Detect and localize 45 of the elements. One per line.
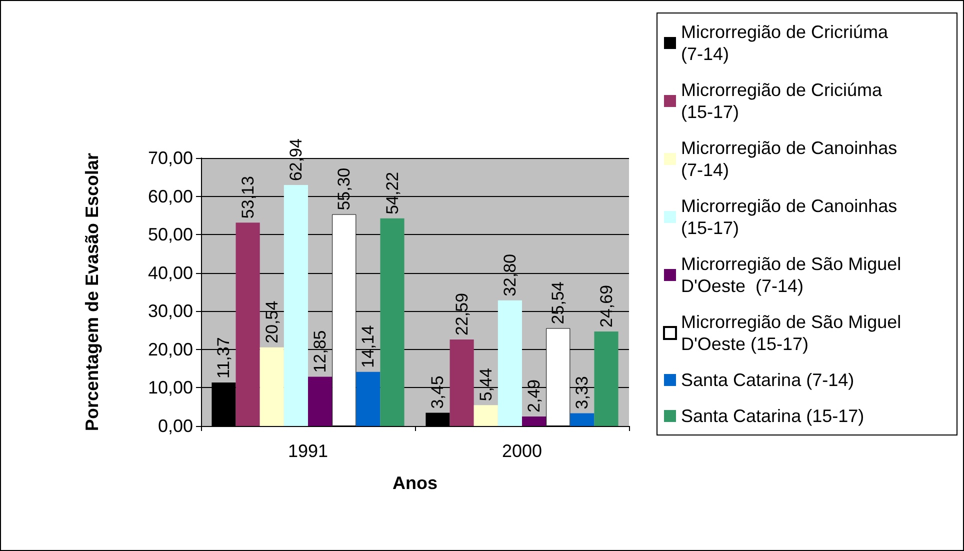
bar [594,331,618,426]
legend-label: Microrregião de São Miguel D'Oeste (7-14) [681,254,906,296]
data-label: 54,22 [382,172,402,214]
data-label: 20,54 [262,300,282,344]
bar [380,218,404,426]
bar [474,405,498,426]
y-axis-title: Porcentagem de Evasão Escolar [82,152,102,432]
legend-label: Microrregião de São Miguel D'Oeste (15-17) [681,312,906,354]
data-label: 2,49 [524,379,544,412]
legend-label: Microrregião de Canoinhas (7-14) [681,138,902,180]
data-label: 5,44 [476,368,496,402]
bar [426,412,450,426]
bar [498,300,522,426]
bar [356,372,380,426]
y-tick-label: 30,00 [148,301,193,322]
bar [260,347,284,426]
y-tick-label: 40,00 [148,262,193,283]
y-tick-label: 70,00 [148,148,193,168]
data-label: 25,54 [548,282,568,324]
legend-label: Microrregião de Criciúma (15-17) [681,80,888,122]
data-label: 55,30 [334,168,354,210]
x-axis-title: Anos [392,473,438,493]
legend-label: Microrregião de Canoinhas (15-17) [681,196,902,238]
y-tick-label: 20,00 [148,339,193,360]
data-label: 22,59 [452,292,472,336]
data-label: 14,14 [358,325,378,368]
legend-label: Santa Catarina (15-17) [681,406,864,426]
y-tick-label: 50,00 [148,224,193,245]
y-tick-label: 0,00 [158,416,193,436]
y-tick-label: 60,00 [148,186,193,206]
bar [570,413,594,426]
y-tick-label: 10,00 [148,378,193,398]
legend-label: Microrregião de Cricriúma (7-14) [681,22,894,64]
bar [522,416,546,426]
bar [236,222,260,426]
x-tick-label: 1991 [288,441,328,461]
bar [284,185,308,426]
legend-label: Santa Catarina (7-14) [681,370,854,390]
bar [308,376,332,426]
data-label: 53,13 [238,176,258,219]
data-label: 62,94 [286,138,306,182]
data-label: 32,80 [500,254,520,296]
bar [450,340,474,426]
data-label: 12,85 [310,330,330,373]
x-tick-label: 2000 [502,441,542,461]
